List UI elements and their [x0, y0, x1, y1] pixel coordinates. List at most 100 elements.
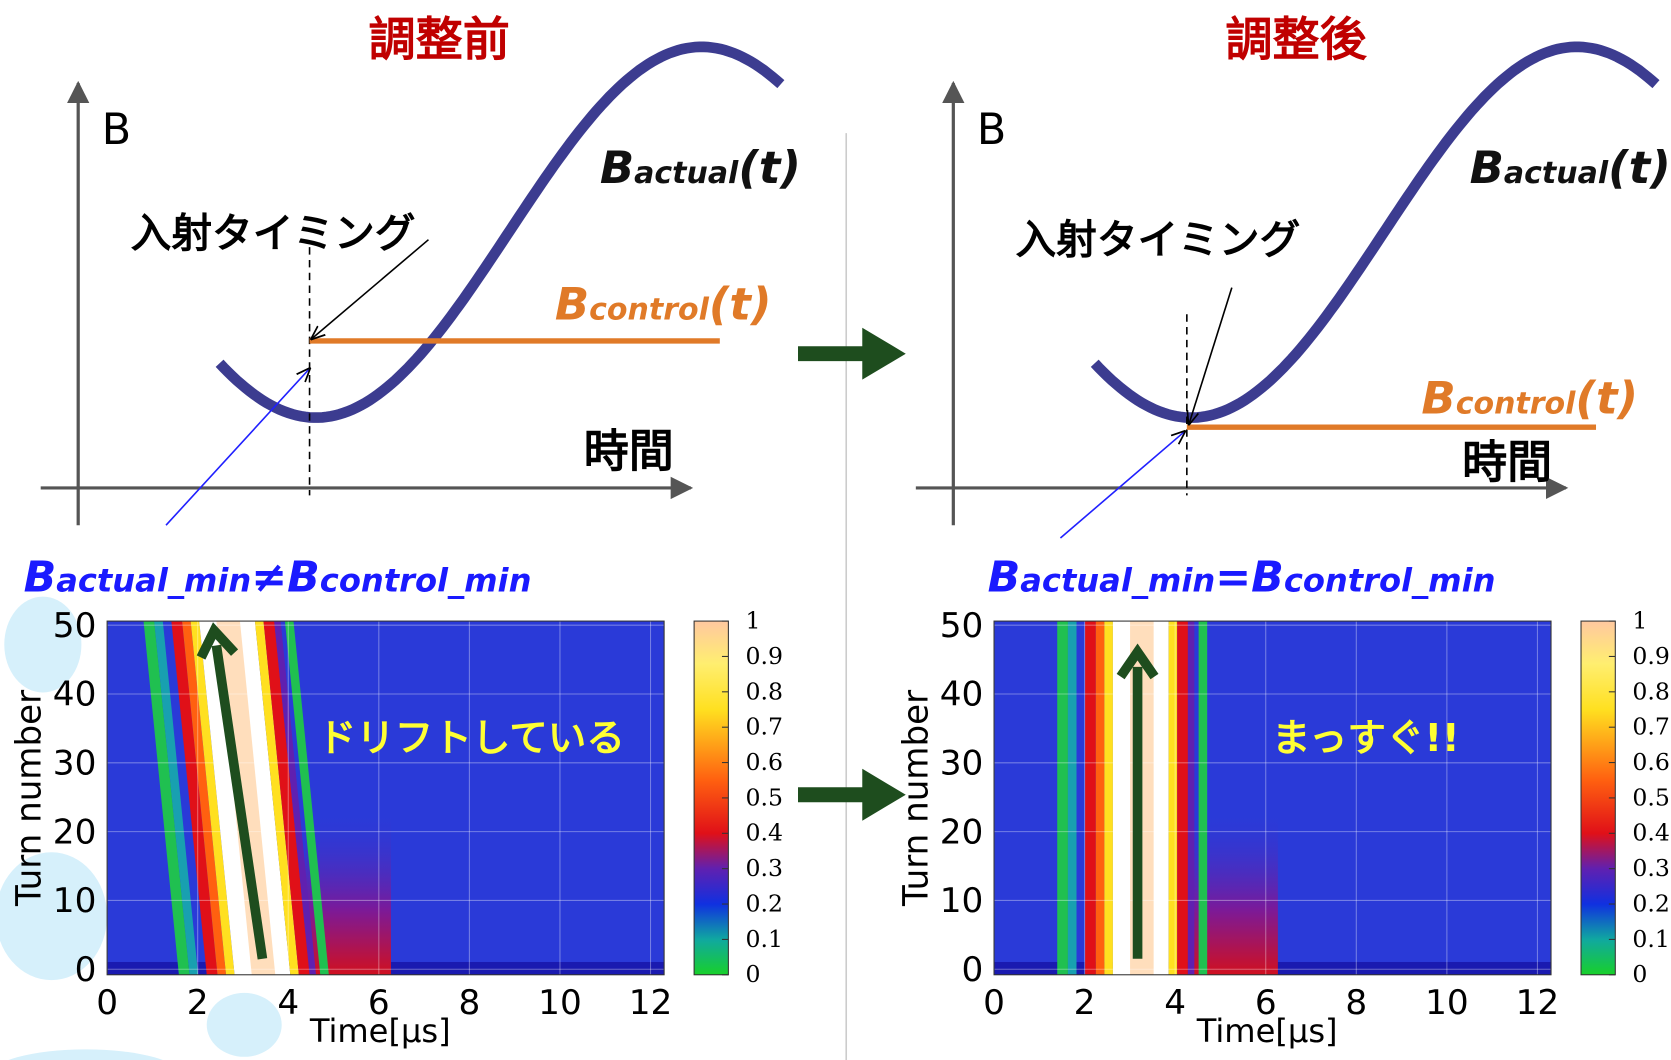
relation-label-part: B: [287, 552, 320, 602]
relation-label-part: control_min: [1284, 561, 1496, 599]
x-tick-label: 0: [96, 983, 118, 1023]
b-actual-label-part: (t): [1608, 141, 1671, 194]
heatmap-stripe: [1104, 621, 1113, 975]
x-tick-label: 10: [1425, 983, 1469, 1023]
heatmap-stripe: [1198, 621, 1208, 975]
colorbar-tick-label: 0.8: [746, 677, 783, 705]
colorbar-tick-label: 0: [1632, 960, 1647, 988]
b-control-label-part: control: [1456, 386, 1576, 421]
x-axis-title: Time[μs]: [1196, 1012, 1338, 1050]
y-tick-label: 40: [940, 675, 984, 715]
heatmap-image: [994, 621, 1552, 975]
relation-label-part: B: [988, 552, 1021, 602]
annotation: ドリフトしている: [318, 716, 625, 761]
relation-label-part: actual_min: [1020, 561, 1215, 599]
heatmap-stripe: [143, 621, 190, 975]
y-axis-label: B: [102, 105, 131, 155]
colorbar-tick-label: 0.2: [1632, 890, 1669, 918]
heatmap-stripe: [154, 621, 199, 975]
colorbar-tick-label: 0.4: [746, 819, 783, 847]
b-actual-label-part: B: [1470, 141, 1504, 194]
y-axis-title: Turn number: [10, 689, 50, 907]
heatmap-stripe: [274, 621, 316, 975]
colorbar-tick-label: 0.9: [1632, 642, 1669, 670]
heatmap-stripe: [171, 621, 218, 975]
timing-label: 入射タイミング: [1015, 216, 1300, 264]
timing-arrow: [1189, 287, 1233, 424]
colorbar-tick-label: 0.4: [1632, 819, 1669, 847]
colorbar-tick-label: 0.6: [746, 748, 783, 776]
decor-circle: [0, 852, 108, 981]
heatmap-stripe: [182, 621, 227, 975]
heatmap-stripe: [1085, 621, 1096, 975]
y-axis-label: B: [977, 105, 1006, 155]
heatmap-stripe: [1057, 621, 1068, 975]
flow-arrow: [798, 327, 906, 380]
colorbar-tick-label: 0: [746, 960, 761, 988]
x-tick-label: 8: [458, 983, 480, 1023]
panel-title: 調整前: [368, 13, 509, 68]
heatmap-stripe: [216, 621, 276, 975]
b-control-label-part: control: [589, 293, 709, 328]
y-tick-label: 10: [53, 881, 97, 921]
heatmap-frame: [106, 620, 665, 976]
x-tick-label: 6: [368, 983, 390, 1023]
relation-label-part: B: [24, 552, 57, 602]
b-actual-label-part: actual: [1504, 156, 1609, 191]
heatmap-stripe: [1095, 621, 1105, 975]
colorbar-tick-label: 0.5: [1632, 783, 1669, 811]
b-control-label-part: B: [1421, 371, 1455, 424]
y-tick-label: 50: [53, 606, 97, 646]
x-tick-label: 2: [1074, 983, 1096, 1023]
colorbar-tick-label: 0.8: [1632, 677, 1669, 705]
colorbar-tick-label: 0.6: [1632, 748, 1669, 776]
x-tick-label: 12: [629, 983, 673, 1023]
x-axis-label: 時間: [1462, 435, 1552, 488]
b-control-label-part: (t): [709, 278, 772, 331]
heatmap-image: [107, 621, 665, 975]
x-tick-label: 10: [538, 983, 582, 1023]
timing-label: 入射タイミング: [131, 209, 416, 257]
decor-circle: [206, 992, 282, 1057]
timing-arrow: [312, 239, 429, 339]
heatmap-stripe: [1067, 621, 1077, 975]
b-actual-label-part: B: [600, 141, 634, 194]
annotation: まっすぐ!!: [1272, 716, 1460, 761]
x-tick-label: 4: [1164, 983, 1186, 1023]
heatmap-stripe: [263, 621, 310, 975]
colorbar-tick-label: 0.7: [1632, 713, 1669, 741]
colorbar-tick-label: 0.9: [746, 642, 783, 670]
x-tick-label: 6: [1255, 983, 1277, 1023]
y-axis-title: Turn number: [897, 689, 937, 907]
colorbar-tick-label: 0.3: [746, 854, 783, 882]
b-control-label: Bcontrol(t): [555, 278, 772, 331]
relation-label-part: ≠: [251, 552, 287, 602]
heatmap-stripe: [1187, 621, 1195, 975]
b-actual-label-part: actual: [634, 156, 739, 191]
y-tick-label: 30: [53, 744, 97, 784]
flow-arrow: [798, 768, 906, 821]
b-actual-curve: [215, 41, 785, 423]
colorbar-tick-label: 0.5: [746, 783, 783, 811]
colorbar-tick-label: 0.1: [746, 925, 783, 953]
x-tick-label: 0: [983, 983, 1005, 1023]
x-tick-label: 8: [1345, 983, 1367, 1023]
colorbar-tick-label: 1: [1632, 607, 1647, 635]
drift-arrow-head: [1116, 643, 1159, 680]
colorbar-tick-label: 1: [746, 607, 761, 635]
decor-circle: [4, 596, 82, 693]
drift-arrow-head: [196, 622, 239, 660]
decor-circle: [8, 1049, 163, 1060]
panel-title: 調整後: [1225, 13, 1367, 68]
y-tick-label: 20: [53, 812, 97, 852]
b-control-label-part: (t): [1575, 371, 1638, 424]
b-actual-label: Bactual(t): [1470, 141, 1671, 194]
colorbar-tick-label: 0.7: [746, 713, 783, 741]
b-control-label-part: B: [555, 278, 589, 331]
x-tick-label: 2: [187, 983, 209, 1023]
relation-pointer: [1059, 431, 1184, 539]
y-tick-label: 0: [962, 950, 984, 990]
y-tick-label: 40: [53, 675, 97, 715]
relation-label-part: B: [1251, 552, 1284, 602]
